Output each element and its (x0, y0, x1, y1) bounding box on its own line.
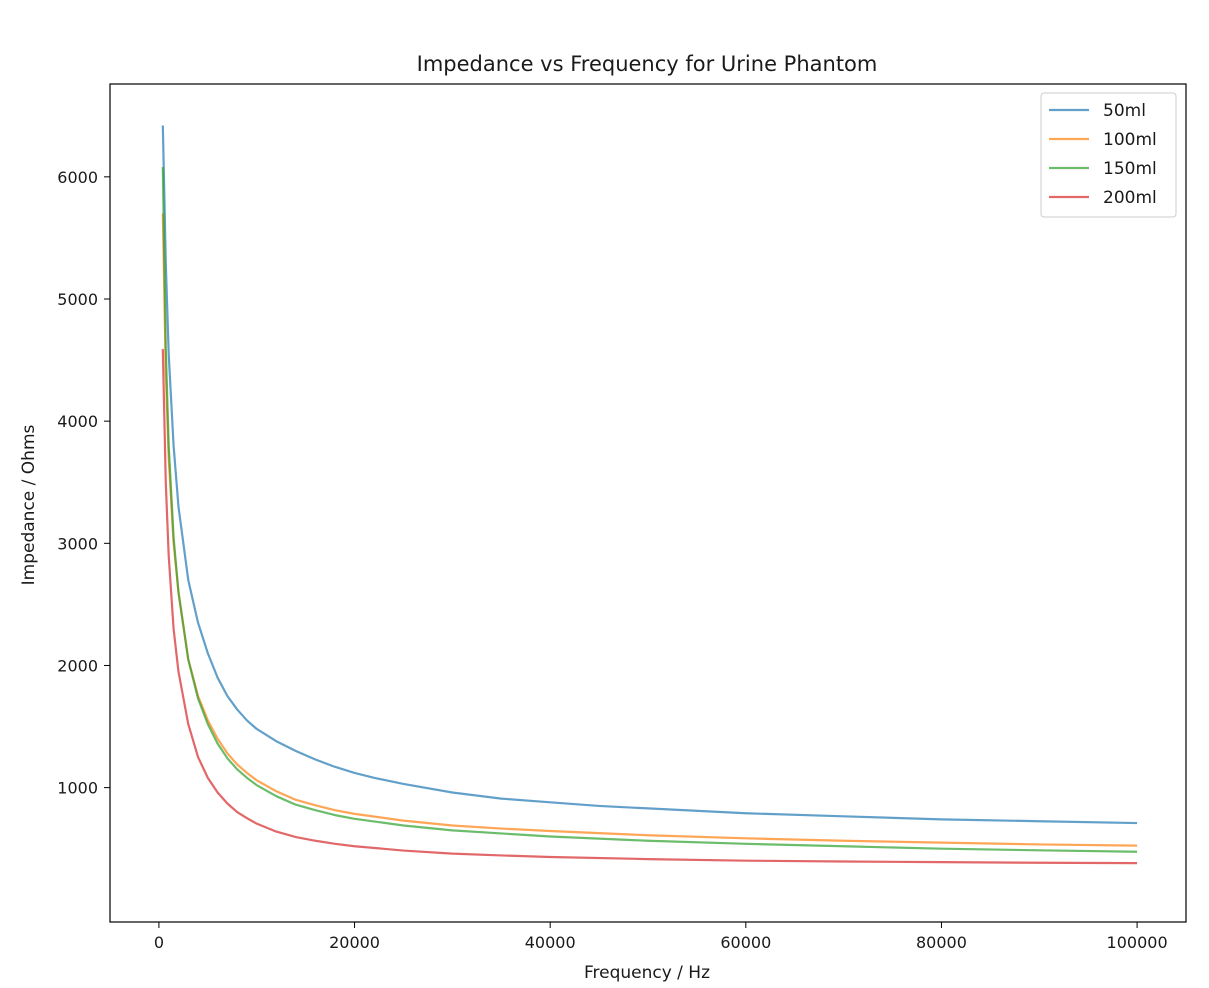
chart-title: Impedance vs Frequency for Urine Phantom (417, 52, 878, 76)
y-axis-ticks: 1000 2000 3000 4000 5000 6000 (57, 168, 110, 798)
legend-label-50ml: 50ml (1103, 101, 1146, 121)
legend-label-200ml: 200ml (1103, 188, 1157, 208)
legend-label-150ml: 150ml (1103, 159, 1157, 179)
series-line-50ml (161, 125, 1138, 825)
legend-box (1040, 92, 1177, 218)
x-tick-label: 20000 (329, 933, 380, 952)
x-tick-label: 0 (154, 933, 164, 952)
x-axis-label: Frequency / Hz (584, 963, 710, 983)
legend: 50ml 100ml 150ml 200ml (1040, 92, 1177, 218)
x-tick-label: 80000 (916, 933, 967, 952)
series-line-150ml (161, 167, 1138, 853)
y-tick-label: 3000 (57, 534, 98, 553)
y-tick-label: 4000 (57, 412, 98, 431)
x-tick-label: 40000 (525, 933, 576, 952)
y-tick-label: 2000 (57, 656, 98, 675)
y-tick-label: 5000 (57, 290, 98, 309)
plot-area (109, 83, 1187, 923)
x-tick-label: 60000 (720, 933, 771, 952)
x-tick-label: 100000 (1107, 933, 1168, 952)
legend-label-100ml: 100ml (1103, 130, 1157, 150)
y-tick-label: 6000 (57, 168, 98, 187)
series-line-200ml (161, 349, 1138, 865)
series-lines (161, 125, 1138, 865)
y-tick-label: 1000 (57, 779, 98, 798)
y-axis-label: Impedance / Ohms (19, 425, 39, 586)
axes-frame (109, 83, 1187, 923)
x-axis-ticks: 0 20000 40000 60000 80000 100000 (154, 922, 1168, 952)
